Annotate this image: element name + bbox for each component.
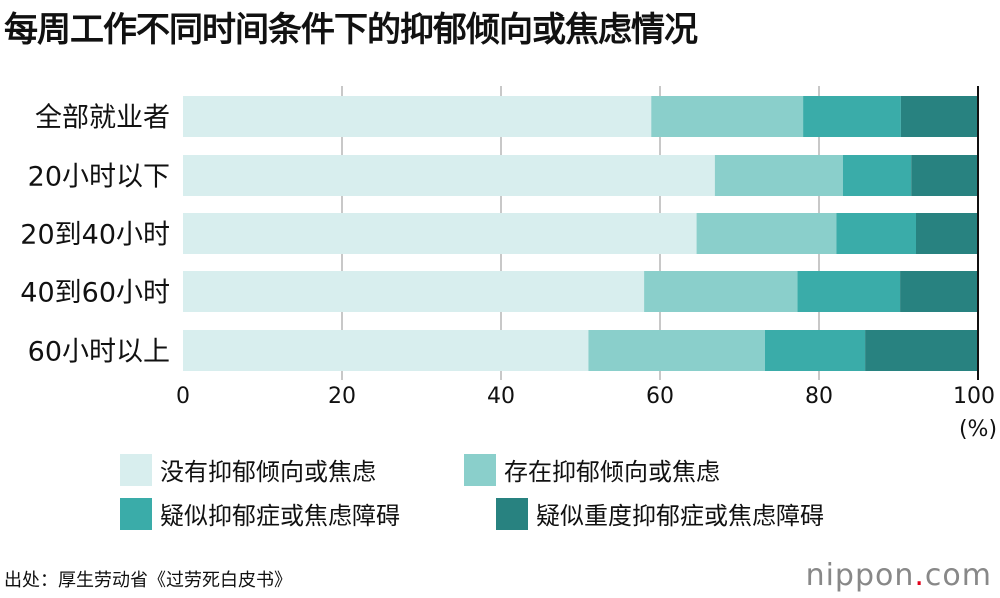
bar-segment — [865, 330, 978, 371]
category-label: 60小时以上 — [28, 337, 170, 368]
category-label: 全部就业者 — [35, 103, 170, 134]
legend-label: 疑似重度抑郁症或焦虑障碍 — [536, 502, 824, 530]
bar-segment — [911, 155, 978, 196]
bar-segment — [764, 330, 866, 371]
bar-segment — [842, 155, 912, 196]
legend-swatch — [496, 497, 528, 530]
bar-segment — [644, 271, 798, 312]
bar-segment — [183, 330, 589, 371]
x-tick-label: 40 — [487, 384, 515, 409]
source-note: 出处：厚生劳动省《过劳死白皮书》 — [4, 570, 292, 591]
logo-tld: com — [924, 558, 992, 593]
bar-segment — [797, 271, 901, 312]
category-label: 20小时以下 — [28, 162, 170, 193]
bar-segment — [900, 96, 978, 137]
logo-dot: . — [914, 558, 925, 593]
legend-label: 没有抑郁倾向或焦虑 — [160, 458, 376, 486]
legend-item: 疑似重度抑郁症或焦虑障碍 — [496, 496, 824, 531]
bar-chart: 0 20 40 60 80 100 全部就业者 20小时以下 20到40小时 40到60小时 60小… — [20, 86, 997, 442]
bar-segment — [183, 155, 715, 196]
bar-segment — [651, 96, 804, 137]
x-tick-label: 100 — [953, 384, 995, 409]
bar-segment — [183, 271, 645, 312]
legend-swatch — [464, 453, 496, 486]
x-unit-label: (%) — [959, 417, 997, 442]
bar-segment — [183, 213, 697, 254]
bar-segment — [836, 213, 916, 254]
x-tick-label: 20 — [328, 384, 356, 409]
legend-item: 没有抑郁倾向或焦虑 — [120, 452, 376, 487]
bar-segment — [915, 213, 978, 254]
bar-segment — [900, 271, 978, 312]
legend-label: 存在抑郁倾向或焦虑 — [504, 458, 720, 486]
x-tick-label: 0 — [176, 384, 190, 409]
bar-segment — [696, 213, 837, 254]
x-tick-label: 80 — [805, 384, 833, 409]
legend-swatch — [120, 497, 152, 530]
category-label: 40到60小时 — [20, 278, 170, 309]
chart-title: 每周工作不同时间条件下的抑郁倾向或焦虑情况 — [4, 10, 698, 50]
nippon-logo[interactable]: nippon.com — [806, 558, 992, 593]
logo-name: nippon — [805, 558, 915, 593]
category-label: 20到40小时 — [20, 220, 170, 251]
legend-item: 疑似抑郁症或焦虑障碍 — [120, 496, 400, 531]
bar-segment — [803, 96, 901, 137]
x-tick-label: 60 — [646, 384, 674, 409]
legend-swatch — [120, 453, 152, 486]
legend-label: 疑似抑郁症或焦虑障碍 — [160, 502, 400, 530]
bar-segment — [183, 96, 652, 137]
legend-item: 存在抑郁倾向或焦虑 — [464, 452, 720, 487]
bar-segment — [588, 330, 765, 371]
bar-segment — [714, 155, 843, 196]
